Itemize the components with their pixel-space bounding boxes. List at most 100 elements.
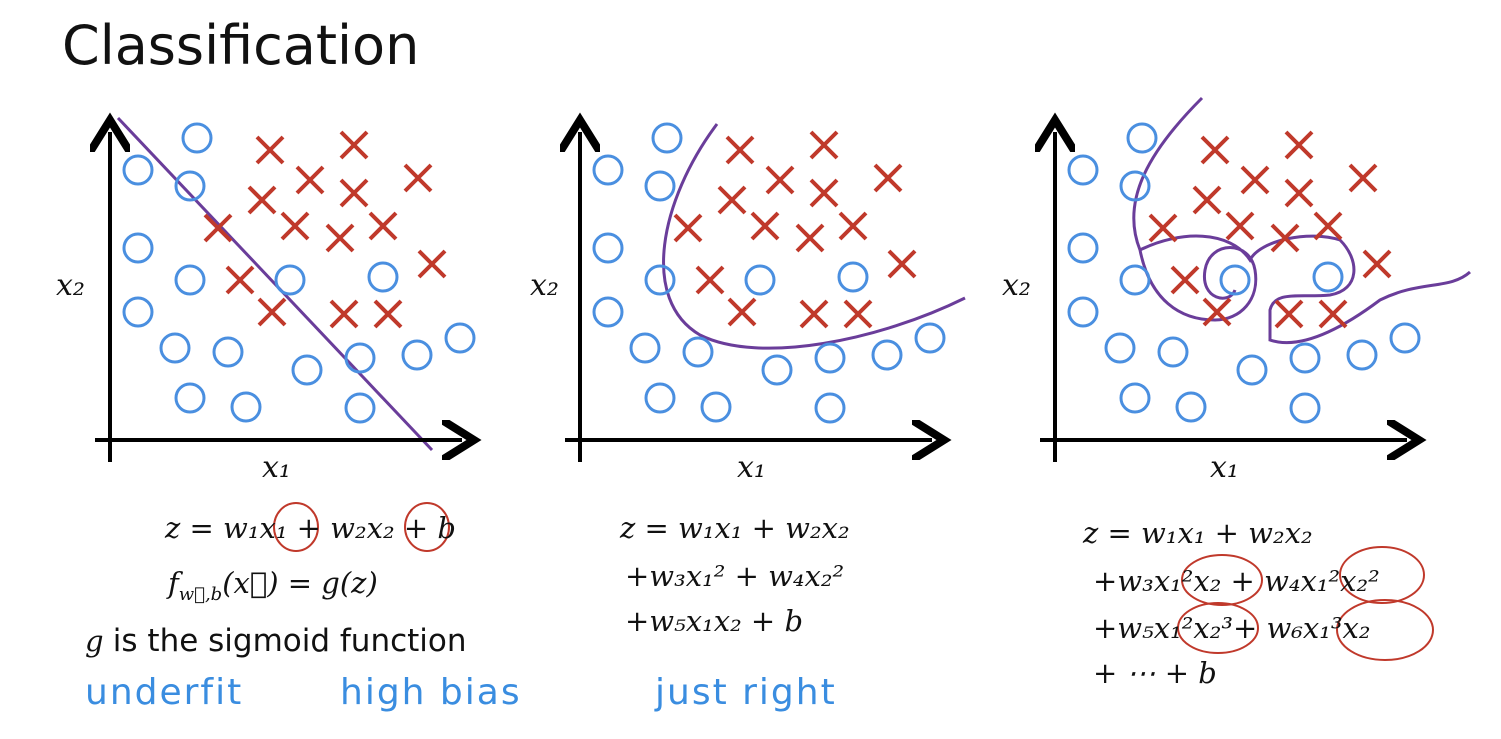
x-axis-label: x₁ [262, 450, 291, 485]
class-o-point [1126, 122, 1158, 154]
class-x-point [403, 163, 433, 193]
class-o-point [592, 232, 624, 264]
x-axis-label: x₁ [1210, 450, 1239, 485]
class-x-point [873, 163, 903, 193]
class-x-point [247, 185, 277, 215]
class-o-point [1067, 232, 1099, 264]
class-x-point [1270, 223, 1300, 253]
class-o-point [914, 322, 946, 354]
class-x-point [1284, 178, 1314, 208]
class-o-point [1067, 154, 1099, 186]
class-x-point [1225, 211, 1255, 241]
class-o-point [1175, 391, 1207, 423]
class-o-point [644, 382, 676, 414]
class-x-point [325, 223, 355, 253]
class-x-point [417, 249, 447, 279]
class-o-point [814, 342, 846, 374]
y-axis-label: x₂ [1002, 268, 1031, 303]
class-o-point [181, 122, 213, 154]
class-x-point [257, 297, 287, 327]
class-o-point [444, 322, 476, 354]
class-o-point [122, 232, 154, 264]
class-o-point [1389, 322, 1421, 354]
class-o-point [344, 392, 376, 424]
class-x-point [1274, 299, 1304, 329]
class-o-point [592, 154, 624, 186]
decision-boundary [662, 123, 966, 350]
class-x-point [695, 265, 725, 295]
equation: fw⃗,b(x⃗) = g(z) [168, 560, 378, 618]
title: Classification [62, 14, 420, 77]
class-o-point [1119, 170, 1151, 202]
equation: +w₃x₁²x₂ + w₄x₁²x₂² [1093, 564, 1380, 598]
y-axis-label: x₂ [56, 268, 85, 303]
class-o-point [159, 332, 191, 364]
class-x-point [765, 165, 795, 195]
class-o-point [1236, 354, 1268, 386]
caption: g is the sigmoid function [85, 618, 467, 664]
class-x-point [255, 135, 285, 165]
class-o-point [682, 336, 714, 368]
equation: +w₃x₁² + w₄x₂² [625, 559, 845, 593]
class-o-point [122, 154, 154, 186]
class-x-point [725, 135, 755, 165]
class-o-point [274, 264, 306, 296]
class-x-point [1192, 185, 1222, 215]
class-x-point [373, 299, 403, 329]
class-x-point [809, 178, 839, 208]
decision-boundary [1132, 96, 1472, 345]
text: is the sigmoid function [112, 623, 467, 659]
class-o-point [122, 296, 154, 328]
class-x-point [795, 223, 825, 253]
class-o-point [230, 391, 262, 423]
class-o-point [1289, 392, 1321, 424]
class-x-point [1202, 297, 1232, 327]
class-x-point [727, 297, 757, 327]
class-o-point [1104, 332, 1136, 364]
class-x-point [843, 299, 873, 329]
class-x-point [329, 299, 359, 329]
class-x-point [1362, 249, 1392, 279]
equation: z = w₁x₁ + w₂x₂ [1083, 516, 1313, 550]
class-x-point [1240, 165, 1270, 195]
class-x-point [1318, 299, 1348, 329]
equation: +w₅x₁x₂ + b [625, 604, 804, 638]
class-o-point [837, 261, 869, 293]
class-o-point [401, 339, 433, 371]
class-o-point [1067, 296, 1099, 328]
text: w⃗,b [178, 583, 223, 605]
class-x-point [1313, 211, 1343, 241]
class-x-point [799, 299, 829, 329]
class-o-point [744, 264, 776, 296]
class-o-point [1346, 339, 1378, 371]
class-x-point [717, 185, 747, 215]
class-x-point [750, 211, 780, 241]
class-o-point [367, 261, 399, 293]
class-x-point [225, 265, 255, 295]
class-x-point [368, 211, 398, 241]
class-o-point [644, 170, 676, 202]
class-x-point [339, 130, 369, 160]
class-x-point [1200, 135, 1230, 165]
class-o-point [1289, 342, 1321, 374]
class-x-point [809, 130, 839, 160]
annotation-circles [273, 502, 1434, 661]
decision-boundary [116, 116, 434, 452]
class-o-point [344, 342, 376, 374]
class-o-point [1119, 382, 1151, 414]
equation: z = w₁x₁ + w₂x₂ [620, 511, 850, 545]
class-x-point [673, 213, 703, 243]
y-axis-label: x₂ [530, 268, 559, 303]
class-o-point [644, 264, 676, 296]
x-axis-label: x₁ [737, 450, 766, 485]
class-o-point [174, 382, 206, 414]
equation: + ⋯ + b [1093, 656, 1217, 690]
class-o-point [291, 354, 323, 386]
class-o-point [1312, 261, 1344, 293]
class-x-point [887, 249, 917, 279]
text: (x⃗) = g(z) [222, 566, 378, 600]
class-x-point [1348, 163, 1378, 193]
class-o-point [592, 296, 624, 328]
